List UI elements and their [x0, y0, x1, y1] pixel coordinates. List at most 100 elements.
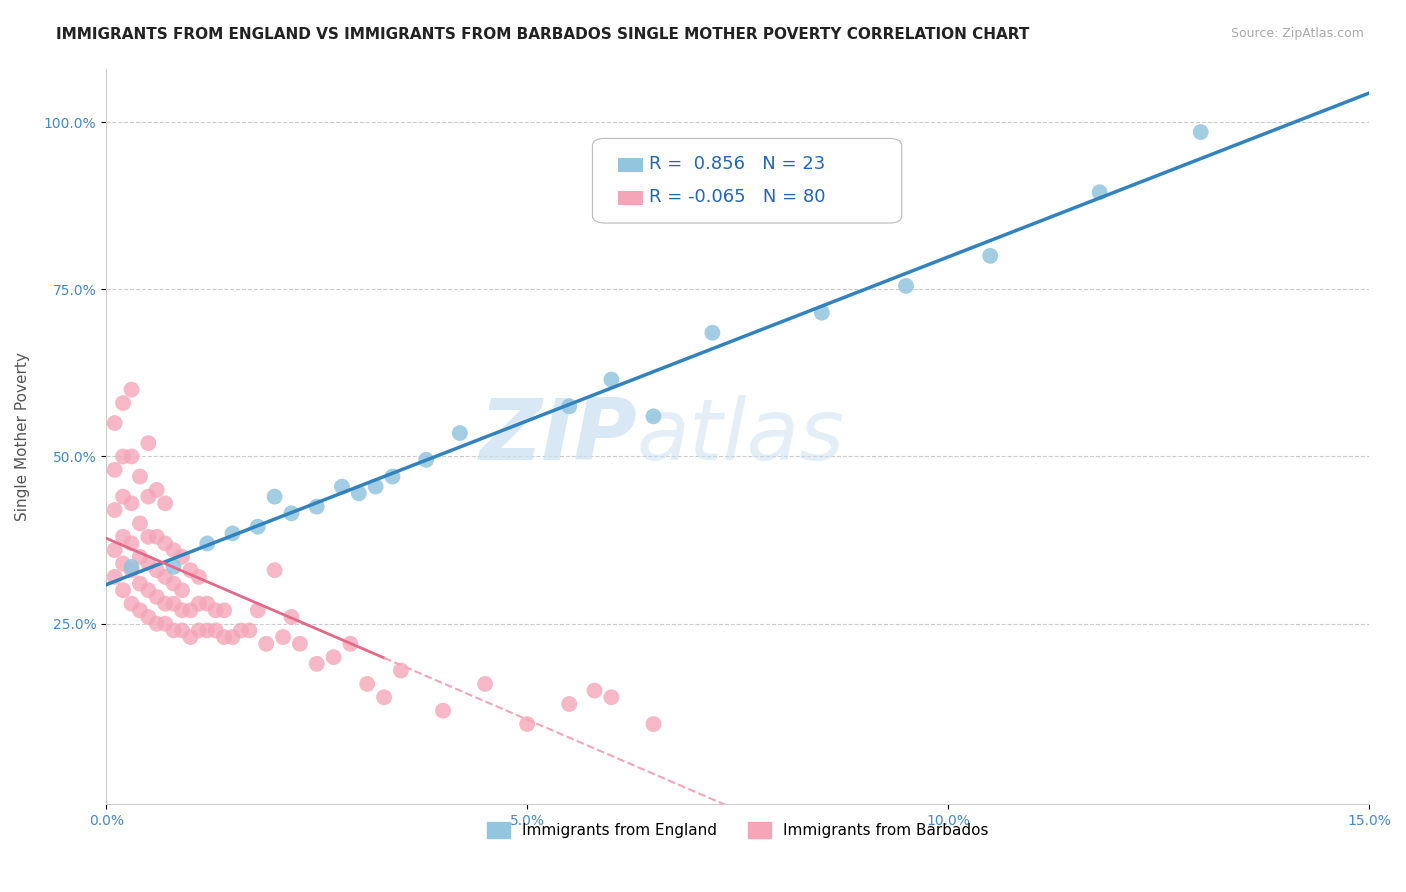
- Point: [204, 624, 226, 638]
- Point: [254, 637, 277, 651]
- Point: [129, 576, 152, 591]
- Point: [112, 450, 135, 464]
- Point: [153, 496, 176, 510]
- Y-axis label: Single Mother Poverty: Single Mother Poverty: [15, 352, 30, 521]
- Point: [229, 624, 252, 638]
- Point: [170, 624, 193, 638]
- Point: [145, 530, 167, 544]
- Text: Source: ZipAtlas.com: Source: ZipAtlas.com: [1230, 27, 1364, 40]
- Point: [339, 637, 361, 651]
- Point: [600, 690, 623, 705]
- Point: [145, 563, 167, 577]
- Point: [104, 570, 127, 584]
- Point: [643, 409, 665, 424]
- Point: [979, 249, 1001, 263]
- Point: [104, 543, 127, 558]
- Point: [1088, 186, 1111, 200]
- Point: [811, 306, 834, 320]
- Point: [112, 490, 135, 504]
- Point: [195, 624, 218, 638]
- Point: [121, 597, 143, 611]
- Point: [121, 496, 143, 510]
- Point: [643, 717, 665, 731]
- Point: [121, 536, 143, 550]
- Point: [153, 616, 176, 631]
- Point: [136, 490, 159, 504]
- Point: [162, 559, 184, 574]
- Point: [129, 469, 152, 483]
- FancyBboxPatch shape: [617, 158, 643, 171]
- Point: [558, 697, 581, 711]
- Point: [894, 279, 917, 293]
- Point: [330, 479, 353, 493]
- Point: [246, 603, 269, 617]
- Point: [104, 463, 127, 477]
- Point: [121, 450, 143, 464]
- Point: [415, 453, 437, 467]
- Point: [246, 519, 269, 533]
- Legend: Immigrants from England, Immigrants from Barbados: Immigrants from England, Immigrants from…: [481, 816, 994, 845]
- Point: [162, 576, 184, 591]
- Point: [179, 630, 201, 644]
- Point: [153, 597, 176, 611]
- Point: [129, 603, 152, 617]
- Point: [162, 543, 184, 558]
- Point: [170, 583, 193, 598]
- Point: [1189, 125, 1212, 139]
- Point: [212, 630, 235, 644]
- Point: [305, 500, 328, 514]
- Point: [516, 717, 538, 731]
- Text: R = -0.065   N = 80: R = -0.065 N = 80: [650, 188, 825, 206]
- Point: [204, 603, 226, 617]
- Point: [170, 549, 193, 564]
- Point: [449, 426, 471, 441]
- Point: [112, 530, 135, 544]
- Point: [136, 610, 159, 624]
- Point: [702, 326, 724, 340]
- Point: [195, 597, 218, 611]
- Point: [600, 373, 623, 387]
- Text: IMMIGRANTS FROM ENGLAND VS IMMIGRANTS FROM BARBADOS SINGLE MOTHER POVERTY CORREL: IMMIGRANTS FROM ENGLAND VS IMMIGRANTS FR…: [56, 27, 1029, 42]
- Point: [112, 557, 135, 571]
- Point: [121, 383, 143, 397]
- Point: [373, 690, 395, 705]
- Point: [136, 583, 159, 598]
- Point: [280, 506, 302, 520]
- Text: ZIP: ZIP: [479, 395, 637, 478]
- Point: [145, 483, 167, 497]
- Point: [558, 400, 581, 414]
- Point: [263, 563, 285, 577]
- Point: [145, 616, 167, 631]
- Point: [129, 516, 152, 531]
- Point: [474, 677, 496, 691]
- FancyBboxPatch shape: [592, 138, 901, 223]
- Point: [136, 557, 159, 571]
- Point: [187, 597, 209, 611]
- Point: [153, 570, 176, 584]
- FancyBboxPatch shape: [617, 192, 643, 204]
- Point: [280, 610, 302, 624]
- Point: [179, 603, 201, 617]
- Point: [322, 650, 344, 665]
- Point: [104, 416, 127, 430]
- Point: [195, 536, 218, 550]
- Point: [153, 536, 176, 550]
- Point: [238, 624, 260, 638]
- Point: [221, 526, 243, 541]
- Point: [347, 486, 370, 500]
- Point: [221, 630, 243, 644]
- Text: atlas: atlas: [637, 395, 845, 478]
- Point: [432, 704, 454, 718]
- Point: [129, 549, 152, 564]
- Point: [145, 590, 167, 604]
- Point: [381, 469, 404, 483]
- Point: [356, 677, 378, 691]
- Point: [104, 503, 127, 517]
- Point: [288, 637, 311, 651]
- Point: [170, 603, 193, 617]
- Point: [263, 490, 285, 504]
- Point: [136, 530, 159, 544]
- Point: [121, 559, 143, 574]
- Text: R =  0.856   N = 23: R = 0.856 N = 23: [650, 155, 825, 173]
- Point: [212, 603, 235, 617]
